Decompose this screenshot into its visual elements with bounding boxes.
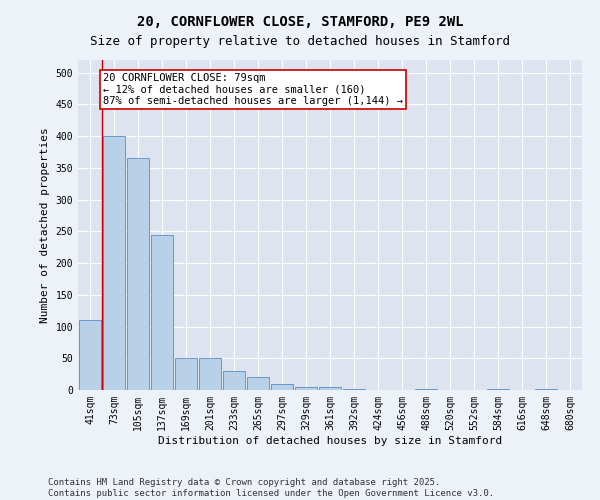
Text: Size of property relative to detached houses in Stamford: Size of property relative to detached ho… — [90, 35, 510, 48]
Text: Contains HM Land Registry data © Crown copyright and database right 2025.
Contai: Contains HM Land Registry data © Crown c… — [48, 478, 494, 498]
Text: 20, CORNFLOWER CLOSE, STAMFORD, PE9 2WL: 20, CORNFLOWER CLOSE, STAMFORD, PE9 2WL — [137, 15, 463, 29]
Bar — [223, 371, 245, 390]
Bar — [319, 387, 341, 390]
Bar — [151, 234, 173, 390]
Bar — [343, 388, 365, 390]
Text: 20 CORNFLOWER CLOSE: 79sqm
← 12% of detached houses are smaller (160)
87% of sem: 20 CORNFLOWER CLOSE: 79sqm ← 12% of deta… — [103, 72, 403, 106]
Y-axis label: Number of detached properties: Number of detached properties — [40, 127, 50, 323]
Bar — [175, 358, 197, 390]
Bar — [295, 387, 317, 390]
Bar — [127, 158, 149, 390]
X-axis label: Distribution of detached houses by size in Stamford: Distribution of detached houses by size … — [158, 436, 502, 446]
Bar — [103, 136, 125, 390]
Bar — [199, 358, 221, 390]
Bar — [247, 378, 269, 390]
Bar — [79, 320, 101, 390]
Bar — [271, 384, 293, 390]
